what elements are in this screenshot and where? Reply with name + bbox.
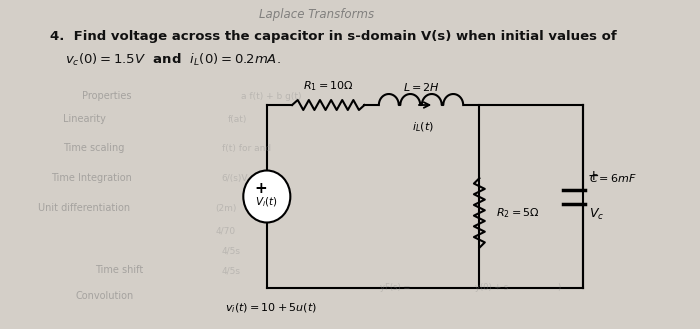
Text: Convolution: Convolution bbox=[76, 291, 134, 301]
Text: ): ) bbox=[557, 283, 561, 291]
Text: f(at): f(at) bbox=[228, 115, 247, 124]
Text: f(t) for and: f(t) for and bbox=[222, 144, 271, 153]
Text: Laplace Transforms: Laplace Transforms bbox=[259, 8, 374, 21]
Text: a f(t) + b g(t): a f(t) + b g(t) bbox=[241, 92, 301, 101]
Text: $C=6mF$: $C=6mF$ bbox=[589, 172, 637, 185]
Text: $i_L(t)$: $i_L(t)$ bbox=[412, 120, 434, 134]
Text: Time shift: Time shift bbox=[95, 265, 144, 275]
Text: Time scaling: Time scaling bbox=[63, 143, 125, 153]
Text: $L = 2H$: $L = 2H$ bbox=[402, 81, 440, 93]
Text: 6/(s)V: 6/(s)V bbox=[222, 174, 248, 183]
Text: Linearity: Linearity bbox=[63, 114, 106, 124]
Text: $v_i(t) = 10 + 5u(t)$: $v_i(t) = 10 + 5u(t)$ bbox=[225, 301, 317, 315]
Text: (2m): (2m) bbox=[216, 204, 237, 213]
Text: 4/5s: 4/5s bbox=[222, 246, 241, 255]
Circle shape bbox=[244, 170, 290, 222]
Text: y(0) + s: y(0) + s bbox=[475, 283, 508, 291]
Text: 4/5s: 4/5s bbox=[222, 266, 241, 275]
Text: $V_i(t)$: $V_i(t)$ bbox=[256, 196, 278, 209]
Text: 4.  Find voltage across the capacitor in s-domain V(s) when initial values of: 4. Find voltage across the capacitor in … bbox=[50, 30, 617, 43]
Text: +: + bbox=[254, 181, 267, 196]
Text: +: + bbox=[588, 168, 599, 183]
Text: yF(s) =: yF(s) = bbox=[380, 283, 410, 291]
Text: Properties: Properties bbox=[83, 91, 132, 101]
Text: $R_1 = 10\Omega$: $R_1 = 10\Omega$ bbox=[303, 79, 354, 93]
Text: 4/70: 4/70 bbox=[216, 227, 235, 236]
Text: $V_c$: $V_c$ bbox=[589, 207, 604, 222]
Text: Time Integration: Time Integration bbox=[50, 173, 132, 183]
Text: $R_2=5\Omega$: $R_2=5\Omega$ bbox=[496, 206, 540, 220]
Text: Unit differentiation: Unit differentiation bbox=[38, 203, 130, 213]
Text: $v_c(0) = 1.5V$  and  $i_L(0) = 0.2mA.$: $v_c(0) = 1.5V$ and $i_L(0) = 0.2mA.$ bbox=[65, 52, 281, 68]
